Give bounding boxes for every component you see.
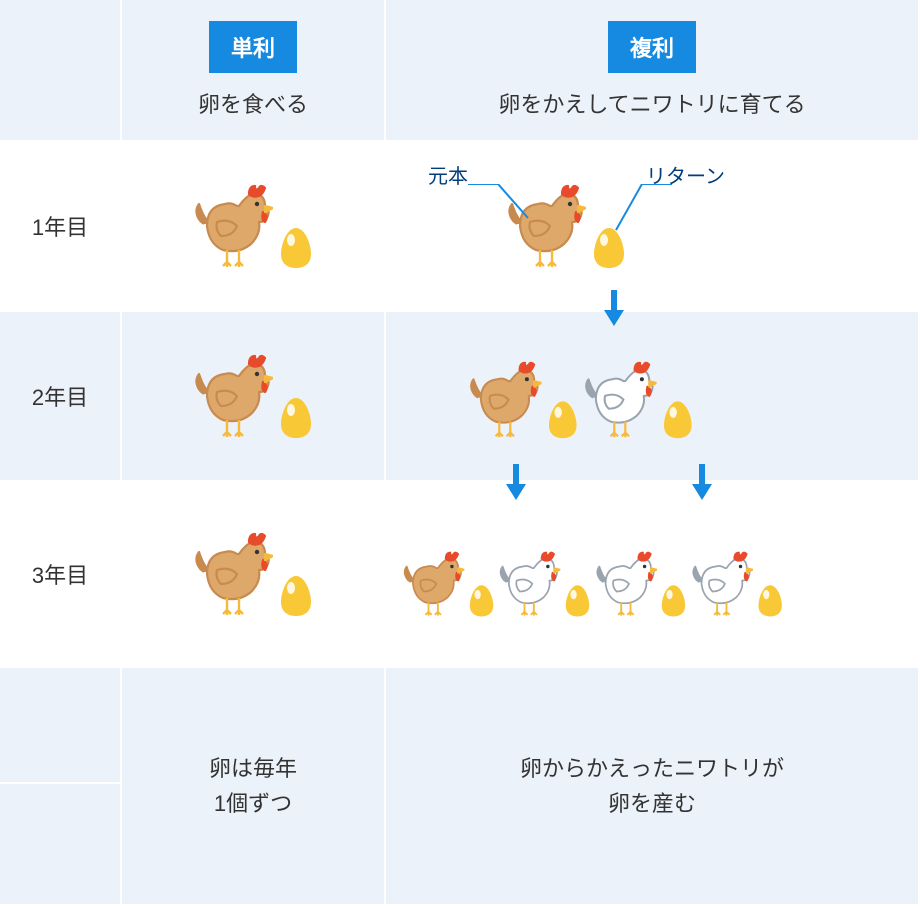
chicken-icon <box>193 530 273 618</box>
spacer-l <box>0 668 122 784</box>
subtitle-simple: 卵を食べる <box>198 87 308 119</box>
egg-icon <box>468 584 495 618</box>
year-label-2: 2年目 <box>32 380 88 412</box>
year-cell-3: 3年目 <box>0 482 122 668</box>
infographic-container: 単利 卵を食べる 複利 卵をかえしてニワトリに育てる 1年目 <box>0 0 920 906</box>
subtitle-compound: 卵をかえしてニワトリに育てる <box>498 87 805 119</box>
summary-simple: 卵は毎年1個ずつ <box>209 751 297 821</box>
spacer-l2 <box>0 784 122 906</box>
annotation-line-principal <box>468 184 538 224</box>
chicken-icon <box>402 549 464 618</box>
simple-row-3 <box>122 482 386 668</box>
summary-compound: 卵からかえったニワトリが卵を産む <box>520 751 784 821</box>
chicken-icon <box>691 549 753 618</box>
year-cell-1: 1年目 <box>0 142 122 312</box>
egg-icon <box>279 226 313 270</box>
compound-row-2 <box>386 312 920 482</box>
header-simple: 単利 卵を食べる <box>122 0 386 142</box>
chicken-icon <box>193 182 273 270</box>
egg-icon <box>757 584 784 618</box>
simple-row-2 <box>122 312 386 482</box>
chicken-icon <box>594 549 656 618</box>
badge-compound: 複利 <box>608 21 696 73</box>
egg-icon <box>564 584 591 618</box>
year-label-3: 3年目 <box>32 558 88 590</box>
badge-simple: 単利 <box>209 21 297 73</box>
year-label-1: 1年目 <box>32 210 88 242</box>
summary-compound-cell: 卵からかえったニワトリが卵を産む <box>386 668 920 906</box>
chicken-icon <box>583 359 657 440</box>
compound-row-3 <box>386 482 920 668</box>
summary-simple-cell: 卵は毎年1個ずつ <box>122 668 386 906</box>
chicken-icon <box>193 352 273 440</box>
egg-icon <box>662 400 693 440</box>
compound-row-1: 元本 リターン <box>386 142 920 312</box>
year-cell-2: 2年目 <box>0 312 122 482</box>
chicken-icon <box>468 359 542 440</box>
simple-row-1 <box>122 142 386 312</box>
egg-icon <box>660 584 687 618</box>
annotation-line-return <box>612 184 672 234</box>
corner-cell <box>0 0 122 142</box>
chicken-icon <box>498 549 560 618</box>
egg-icon <box>279 574 313 618</box>
grid: 単利 卵を食べる 複利 卵をかえしてニワトリに育てる 1年目 <box>0 0 920 906</box>
egg-icon <box>547 400 578 440</box>
header-compound: 複利 卵をかえしてニワトリに育てる <box>386 0 920 142</box>
annotation-principal: 元本 <box>428 160 468 189</box>
egg-icon <box>279 396 313 440</box>
